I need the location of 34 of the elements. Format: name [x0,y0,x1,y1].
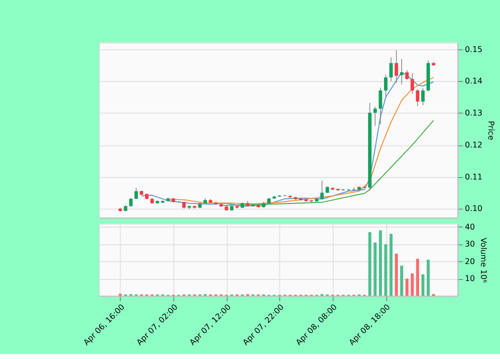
bar [421,274,424,296]
y-tick-label: 0.15 [464,44,482,54]
candlestick [405,70,409,80]
candlestick [320,180,324,200]
y-tick-label: 0.11 [464,172,482,182]
bar [426,260,430,296]
candlestick [410,72,414,94]
y-axis-title: Price [486,120,496,140]
y-axis-title: Volume 10⁶ [478,238,488,283]
bar [374,242,377,296]
candlestick [416,88,420,106]
bar [416,258,420,296]
bar [410,273,414,296]
y-tick-label: 10 [464,274,475,284]
candlestick [378,87,382,125]
candlestick [389,56,393,82]
candlestick [394,50,398,84]
y-tick-label: 40 [464,222,475,232]
bar [394,254,398,296]
bar [390,234,393,296]
y-tick-label: 30 [464,240,475,249]
y-tick-label: 0.10 [464,204,482,214]
y-tick-label: 0.14 [464,76,482,86]
y-tick-label: 0.12 [464,140,482,150]
bar [368,232,372,296]
candlestick [373,106,377,126]
y-tick-label: 0.13 [464,108,482,118]
bar [400,266,404,296]
bar [378,230,382,296]
y-tick-label: 20 [464,256,475,266]
candlestick [283,194,287,197]
candlestick [421,88,425,106]
bar [405,278,408,296]
candlestick [384,74,388,98]
